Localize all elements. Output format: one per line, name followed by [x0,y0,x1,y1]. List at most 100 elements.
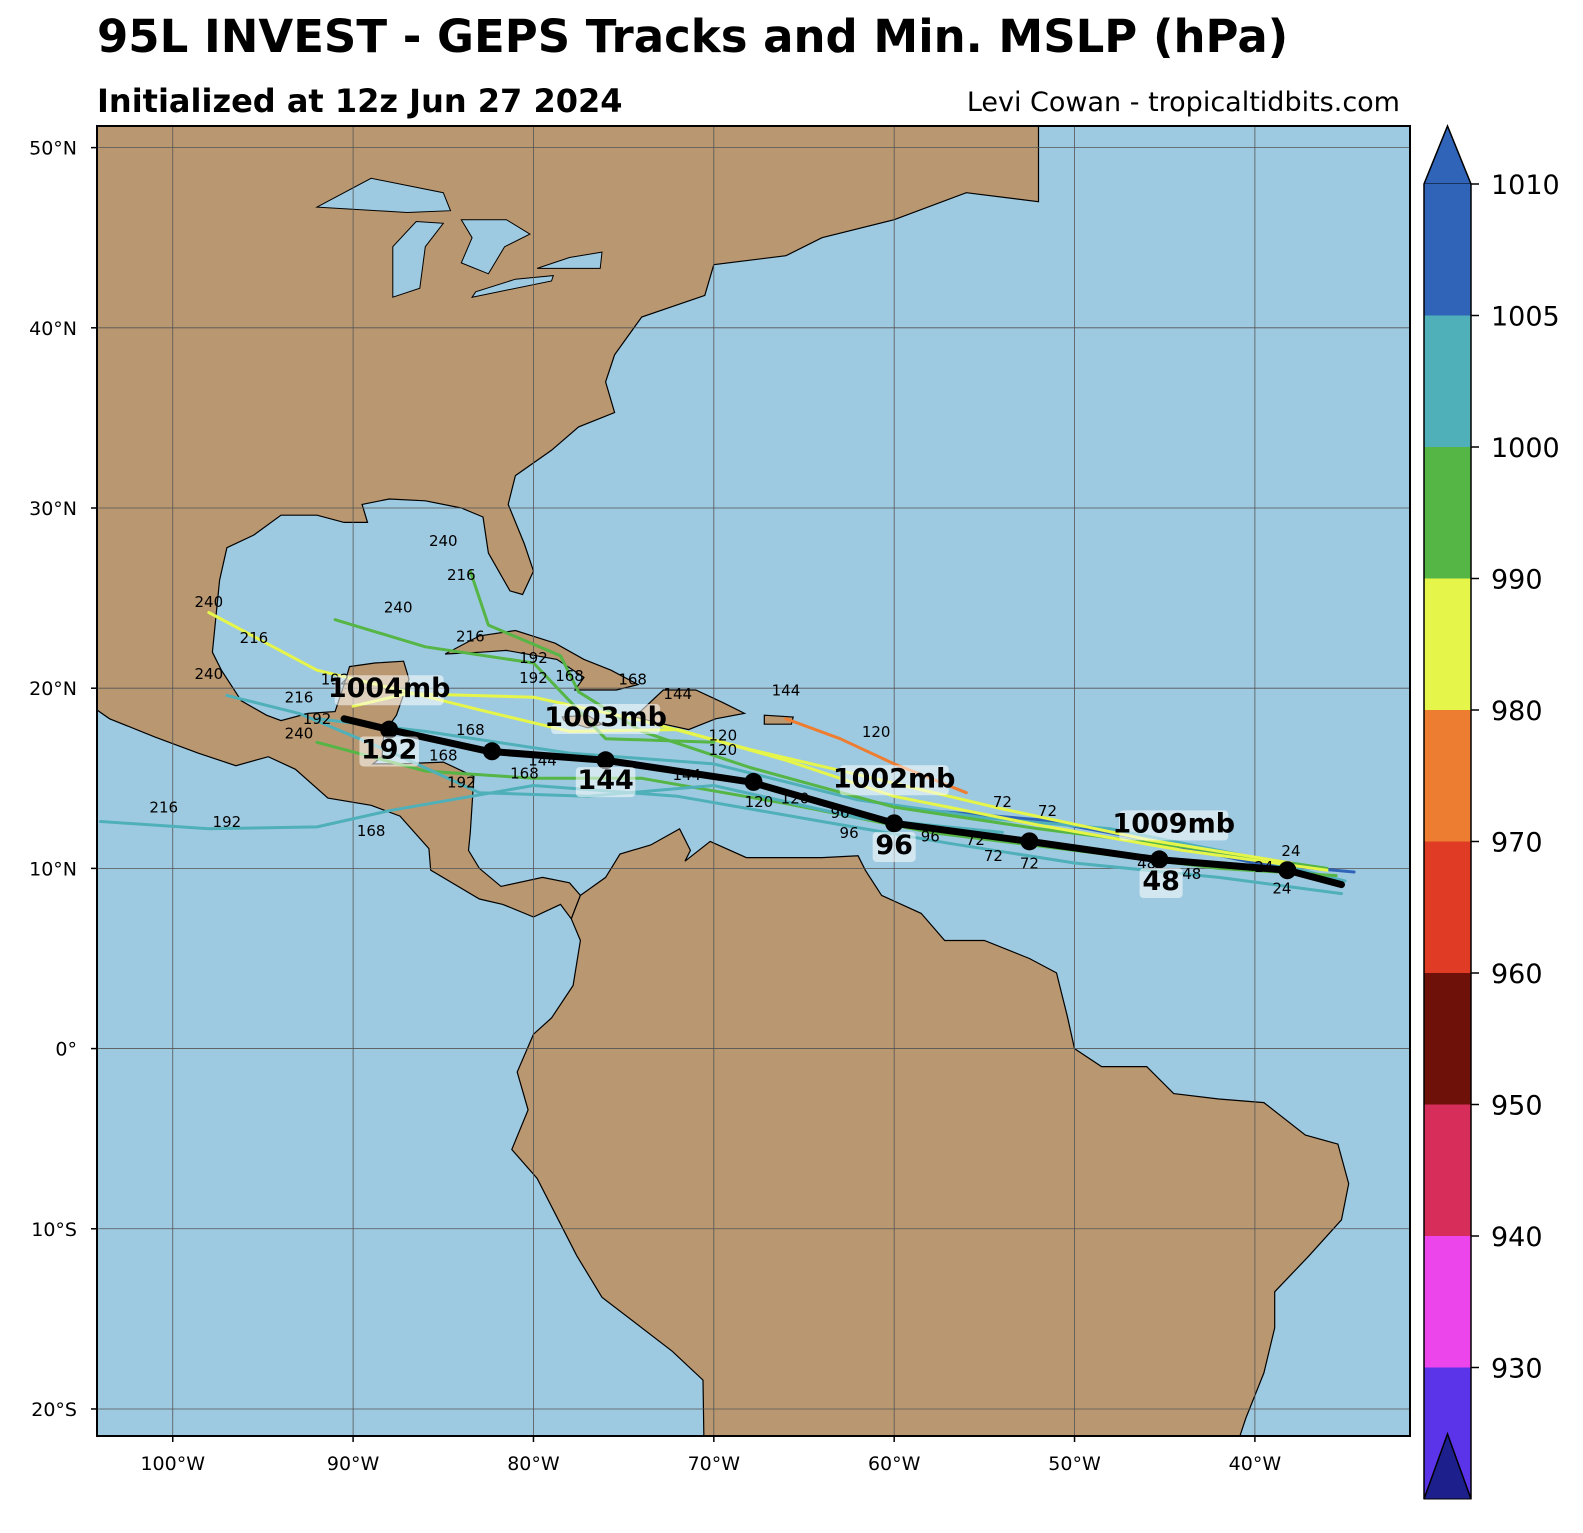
member-hour-label: 96 [831,804,850,822]
hispaniola-land [633,689,747,731]
member-track [99,784,1343,896]
colorbar-outline [1423,124,1472,1500]
map-frame [96,125,1411,1437]
member-hour-label: 24 [1281,842,1300,860]
member-hour-label: 48 [1182,865,1201,883]
colorbar-segment [1424,1236,1471,1368]
mean-hour-label-bg [872,831,916,862]
member-hour-label: 216 [240,629,269,647]
mean-hour-label: 192 [359,734,419,767]
lat-tick-label: 0° [55,1039,77,1061]
lat-tick-label: 20°S [31,1399,77,1421]
member-track [333,618,716,744]
chart-title: 95L INVEST - GEPS Tracks and Min. MSLP (… [97,10,1289,63]
mean-pressure-label: 1009mb [1112,808,1235,841]
member-hour-label: 96 [840,824,859,842]
member-hour-label: 192 [213,813,242,831]
lat-tick-label: 30°N [29,498,77,520]
member-hour-label: 240 [195,665,224,683]
colorbar-label: 1010 [1491,170,1560,201]
member-track [225,693,1004,834]
lake-huron [460,219,531,275]
member-hour-label: 96 [921,827,940,845]
member-hour-label: 216 [285,689,314,707]
member-hour-label: 144 [528,752,557,770]
mean-pressure-label-text: 1004mb [328,673,451,704]
forecast-hour-labels: 2424244848727272727296969612012012012012… [149,532,1301,899]
mean-pressure-label-bg [551,704,661,735]
mean-hour-label-bg [1139,868,1183,899]
lon-tick-label: 90°W [327,1453,380,1475]
lake-michigan [392,220,445,298]
colorbar: 1010 1005 1000 990 980 970 960 950 940 930 [1423,124,1560,1500]
lon-tick-label: 100°W [140,1453,205,1475]
member-hour-label: 192 [519,669,548,687]
lake-superior [315,177,452,214]
member-hour-label: 144 [772,681,801,699]
member-hour-label: 216 [456,627,485,645]
member-hour-label: 240 [429,532,458,550]
lat-tick-label: 20°N [29,678,77,700]
member-hour-label: 216 [149,799,178,817]
member-hour-label: 240 [285,725,314,743]
member-hour-label: 72 [984,847,1003,865]
member-hour-label: 168 [429,746,458,764]
member-hour-label: 192 [519,649,548,667]
colorbar-label: 950 [1491,1091,1543,1122]
colorbar-segment [1424,710,1471,842]
mean-track-marker [1150,850,1169,869]
colorbar-segment [1424,315,1471,447]
south-america-land [511,827,1350,1436]
credit-label: Levi Cowan - tropicaltidbits.com [966,87,1400,118]
mean-pressure-label-bg [1119,810,1229,841]
member-track [351,692,1293,865]
lon-tick-label: 80°W [507,1453,560,1475]
member-hour-label: 240 [195,593,224,611]
lat-tick-label: 10°N [29,858,77,880]
colorbar-label: 990 [1491,565,1543,596]
mean-hour-label: 48 [1139,866,1183,899]
mean-pressure-label: 1002mb [833,763,955,796]
axis-ticks: 50°N 40°N 30°N 20°N 10°N 0° 10°S 20°S 100°W 90°W 8… [29,138,1281,1475]
mean-hour-label-bg [359,736,419,767]
colorbar-segment [1424,184,1471,316]
mean-track-marker [380,720,399,739]
mean-track-marker [1020,832,1039,851]
mean-hour-label: 96 [872,830,916,862]
member-hour-label: 72 [966,831,985,849]
mean-hour-label-text: 192 [361,734,417,765]
member-hour-label: 144 [672,766,701,784]
mean-pressure-label-text: 1003mb [544,702,667,733]
colorbar-segment [1424,447,1471,579]
member-hour-label: 72 [1020,854,1039,872]
colorbar-segment [1424,578,1471,710]
member-hour-label: 240 [384,599,413,617]
mean-hour-label-text: 48 [1142,866,1180,897]
member-hour-label: 72 [1038,802,1057,820]
member-hour-label: 120 [745,793,774,811]
mean-pressure-label: 1004mb [328,673,451,706]
graticule [97,126,1410,1436]
member-hour-label: 168 [555,667,584,685]
member-hour-label: 144 [663,685,692,703]
member-hour-label: 192 [303,710,332,728]
member-hour-label: 48 [1137,854,1156,872]
member-hour-label: 168 [456,721,485,739]
colorbar-label: 960 [1491,959,1543,990]
lake-ontario [536,251,603,269]
colorbar-label: 940 [1491,1222,1543,1253]
colorbar-segment [1424,841,1471,973]
lon-tick-label: 50°W [1048,1453,1101,1475]
colorbar-upper-extend [1423,124,1472,185]
member-hour-label: 24 [1272,880,1291,898]
lon-tick-label: 60°W [868,1453,921,1475]
cuba-land [444,629,640,691]
lat-tick-label: 10°S [31,1219,77,1241]
ensemble-mean-track [340,715,1345,889]
mean-track-marker [482,742,501,761]
member-hour-label: 120 [709,726,738,744]
colorbar-segment [1424,973,1471,1105]
colorbar-label: 980 [1491,696,1543,727]
mean-hour-label-text: 96 [875,830,913,861]
